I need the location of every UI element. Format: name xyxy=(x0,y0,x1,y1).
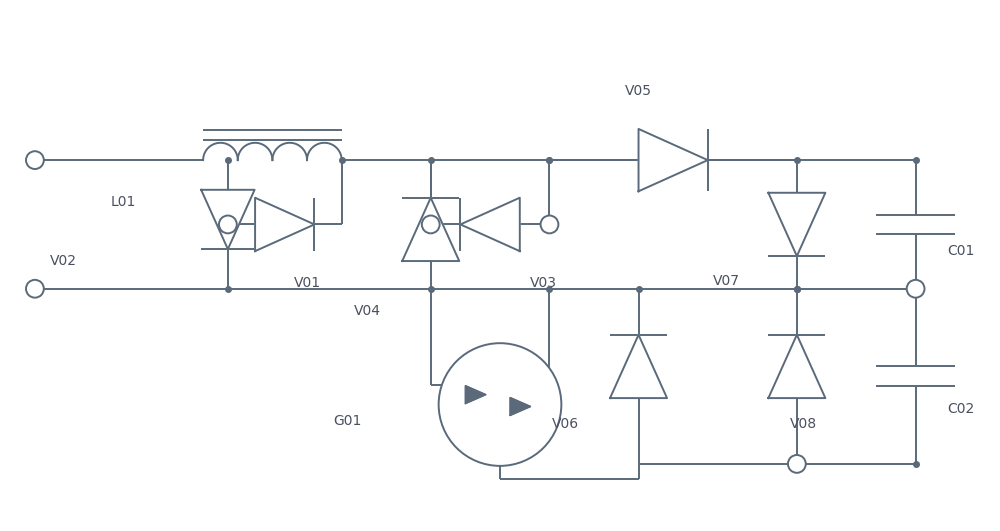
Polygon shape xyxy=(510,398,531,416)
Polygon shape xyxy=(402,198,459,261)
Text: V05: V05 xyxy=(625,84,652,98)
Text: V07: V07 xyxy=(712,274,739,288)
Circle shape xyxy=(541,216,558,233)
Circle shape xyxy=(26,280,44,298)
Polygon shape xyxy=(639,129,708,191)
Text: V04: V04 xyxy=(354,304,381,318)
Text: L01: L01 xyxy=(110,195,136,209)
Text: V02: V02 xyxy=(49,254,76,268)
Text: G01: G01 xyxy=(333,414,361,429)
Polygon shape xyxy=(768,193,825,256)
Circle shape xyxy=(788,455,806,473)
Circle shape xyxy=(439,343,561,466)
Text: V08: V08 xyxy=(790,417,817,431)
Text: V06: V06 xyxy=(552,417,579,431)
Circle shape xyxy=(907,280,925,298)
Circle shape xyxy=(26,151,44,169)
Text: C01: C01 xyxy=(947,244,975,258)
Text: V03: V03 xyxy=(530,276,557,290)
Text: V01: V01 xyxy=(293,276,321,290)
Polygon shape xyxy=(768,335,825,398)
Polygon shape xyxy=(255,198,314,251)
Circle shape xyxy=(219,216,237,233)
Polygon shape xyxy=(465,386,486,404)
Polygon shape xyxy=(610,335,667,398)
Polygon shape xyxy=(201,190,255,249)
Circle shape xyxy=(422,216,440,233)
Text: C02: C02 xyxy=(947,402,975,416)
Polygon shape xyxy=(460,198,520,251)
